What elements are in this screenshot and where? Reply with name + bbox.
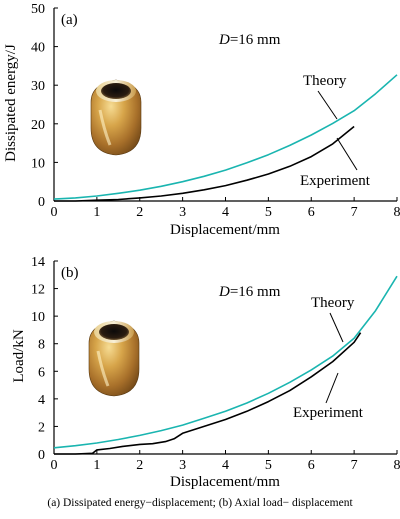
x-tick-label-a: 5 [265, 205, 272, 220]
y-axis-label-a: Dissipated energy/J [3, 44, 19, 162]
x-tick-label-b: 6 [308, 458, 315, 473]
theory-label-b: Theory [311, 295, 355, 311]
x-tick-label-a: 6 [308, 205, 315, 220]
y-tick-label-a: 50 [31, 2, 45, 17]
y-tick-label-a: 40 [31, 41, 45, 56]
theory-series-line-b [53, 275, 398, 449]
y-tick-label-a: 0 [38, 195, 45, 210]
x-tick-label-a: 8 [394, 205, 400, 220]
experiment-series-line-b [54, 332, 362, 455]
x-tick-label-b: 5 [265, 458, 272, 473]
theory-pointer-b [329, 312, 344, 343]
y-axis-label-b: Load/kN [11, 329, 27, 382]
tube-photo-b [88, 320, 140, 397]
x-tick-label-b: 2 [136, 458, 143, 473]
annotation-var-b: D [218, 284, 230, 300]
annotation-diameter-a: D=16 mm [218, 32, 281, 48]
experiment-series-line-a [54, 125, 355, 202]
x-tick-label-b: 0 [51, 458, 58, 473]
y-tick-label-a: 10 [31, 156, 45, 171]
x-tick-label-a: 1 [93, 205, 100, 220]
x-tick-label-a: 0 [51, 205, 58, 220]
experiment-pointer-b [325, 372, 339, 404]
annotation-var-a: D [218, 32, 230, 48]
chart-panel-b: (b) D=16 mm Theory Experiment Displaceme… [11, 255, 400, 490]
x-axis-label-b: Displacement/mm [170, 474, 280, 490]
experiment-pointer-a [336, 137, 358, 171]
panel-label-a: (a) [61, 12, 78, 28]
figure-caption: (a) Dissipated energy−displacement; (b) … [47, 497, 353, 509]
y-tick-label-b: 6 [38, 365, 45, 380]
x-tick-label-a: 2 [136, 205, 143, 220]
x-tick-label-b: 3 [179, 458, 186, 473]
y-tick-label-b: 14 [31, 255, 45, 270]
y-tick-label-a: 20 [31, 118, 45, 133]
x-tick-label-a: 7 [351, 205, 358, 220]
x-axis-label-a: Displacement/mm [170, 222, 280, 238]
y-tick-label-a: 30 [31, 79, 45, 94]
annotation-value-b: =16 mm [230, 284, 281, 300]
experiment-label-b: Experiment [293, 405, 364, 421]
y-tick-label-b: 10 [31, 310, 45, 325]
theory-series-line-a [53, 74, 398, 200]
x-tick-label-b: 7 [351, 458, 358, 473]
y-tick-label-b: 0 [38, 448, 45, 463]
theory-label-a: Theory [303, 73, 347, 89]
y-tick-label-b: 2 [38, 420, 45, 435]
x-tick-label-a: 4 [222, 205, 229, 220]
x-tick-label-a: 3 [179, 205, 186, 220]
panel-label-b: (b) [61, 265, 79, 281]
chart-panel-a: (a) D=16 mm Theory Experiment Displaceme… [3, 2, 400, 238]
y-tick-label-b: 8 [38, 338, 45, 353]
theory-pointer-a [317, 90, 338, 120]
x-tick-label-b: 1 [93, 458, 100, 473]
figure-canvas: (a) D=16 mm Theory Experiment Displaceme… [3, 2, 400, 490]
x-tick-label-b: 8 [394, 458, 400, 473]
annotation-diameter-b: D=16 mm [218, 284, 281, 300]
x-tick-label-b: 4 [222, 458, 229, 473]
experiment-label-a: Experiment [300, 173, 371, 189]
y-tick-label-b: 12 [31, 283, 45, 298]
tube-photo-a [90, 79, 142, 156]
y-tick-label-b: 4 [38, 393, 45, 408]
annotation-value-a: =16 mm [230, 32, 281, 48]
